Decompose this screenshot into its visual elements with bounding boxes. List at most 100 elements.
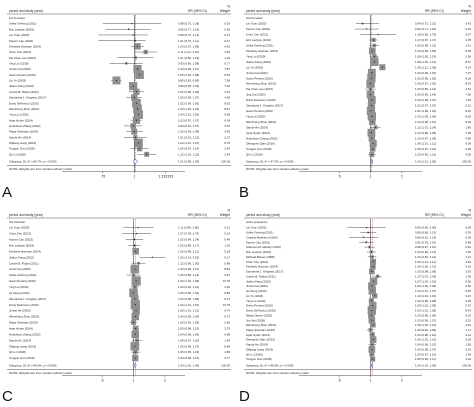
study-weight: 10.79 bbox=[223, 303, 231, 307]
study-point bbox=[115, 79, 118, 81]
study-label: Wenzheng Zhou (2022) bbox=[246, 120, 276, 124]
study-label: Kaoxin Cao (2022) bbox=[246, 27, 270, 31]
study-point bbox=[371, 348, 373, 350]
study-weight: 1.41 bbox=[465, 44, 471, 48]
study-rr-ci: 1.07 (0.97, 1.17) bbox=[415, 38, 436, 42]
study-label: Paige Sheridan (2019) bbox=[9, 321, 38, 325]
study-weight: 3.23 bbox=[465, 294, 471, 298]
study-rr-ci: 1.12 (1.01, 1.24) bbox=[415, 125, 436, 129]
study-point bbox=[131, 23, 133, 25]
study-label: Samantha L. Kingsley (2017) bbox=[9, 297, 46, 301]
study-rr-ci: 1.03 (0.99, 1.07) bbox=[415, 347, 436, 351]
study-rr-ci: 1.00 (0.92, 1.09) bbox=[178, 321, 199, 325]
study-point bbox=[372, 304, 374, 307]
header-weight: Weight bbox=[220, 213, 230, 217]
study-weight: 2.69 bbox=[465, 352, 471, 356]
study-row: Ying Liu (2022) 1.04 (1.01, 1.06) 9.08 bbox=[9, 110, 230, 119]
study-label: Ayaz Hyder (2014) bbox=[9, 118, 33, 122]
study-row: Eric Lavigne (2016) 0.95 (0.77, 1.16) 0.38 bbox=[9, 27, 230, 31]
study-rr-ci: 1.05 (0.97, 1.14) bbox=[178, 147, 199, 151]
study-row: Jiakun Fang (2022) 1.07 (1.04, 1.10) 6.56 bbox=[246, 277, 471, 285]
study-point bbox=[132, 34, 134, 36]
study-label: Ayaz Hyder (2014) bbox=[246, 333, 270, 337]
study-row: Carole B. Rudra (2011) 1.12 (0.96, 1.30) 0… bbox=[9, 261, 230, 265]
study-weight: 2.20 bbox=[224, 50, 230, 54]
pooled-weight: 100.00 bbox=[462, 160, 471, 164]
study-weight: 7.58 bbox=[224, 79, 230, 83]
study-point bbox=[134, 316, 136, 318]
study-point bbox=[135, 351, 137, 353]
weights-note: NOTE: Weights are from random-effects mo… bbox=[246, 371, 309, 375]
study-weight: 3.05 bbox=[465, 299, 471, 303]
study-point bbox=[372, 143, 374, 145]
study-weight: 3.04 bbox=[465, 357, 471, 361]
study-weight: 8.92 bbox=[224, 101, 230, 105]
study-row: Carole B. Rudra (2011) 1.02 (0.95, 1.09) 4… bbox=[9, 88, 230, 95]
study-weight: 3.93 bbox=[465, 270, 471, 274]
study-label: Carole B. Rudra (2011) bbox=[246, 274, 276, 278]
study-point bbox=[138, 142, 140, 144]
study-weight: 0.06 bbox=[465, 226, 471, 230]
study-row: Kimberly Hannam (2014) 1.03 (0.97, 1.09) 4… bbox=[9, 43, 230, 50]
study-point bbox=[369, 88, 372, 90]
study-weight: 0.38 bbox=[224, 27, 230, 31]
study-label: Sande He (2014) bbox=[246, 343, 268, 347]
study-point bbox=[372, 266, 374, 268]
study-label: Jinwei He (2020) bbox=[9, 309, 31, 313]
study-rr-ci: 0.98 (0.75, 1.28) bbox=[178, 22, 199, 26]
study-label: Qin Li (2018) bbox=[9, 152, 26, 156]
study-weight: 0.48 bbox=[465, 240, 471, 244]
study-row: Lei Yuan (2020) 1.11 (0.80, 1.56) 0.12 bbox=[9, 226, 230, 230]
study-point bbox=[370, 132, 372, 134]
study-rr-ci: 1.03 (0.99, 1.07) bbox=[415, 318, 436, 322]
study-row: Wenzheng Zhou (2022) 1.04 (0.98, 1.10) 5.0… bbox=[246, 118, 471, 126]
study-weight: 6.09 bbox=[465, 142, 471, 146]
study-row: Kimberly Hannam (2014) 1.04 (0.98, 1.09) 5… bbox=[246, 47, 471, 55]
study-weight: 0.47 bbox=[224, 39, 230, 43]
study-rr-ci: 1.18 (0.80, 1.75) bbox=[415, 33, 436, 37]
study-rr-ci: 1.03 (0.98, 1.08) bbox=[178, 297, 199, 301]
study-weight: 2.93 bbox=[224, 152, 230, 156]
study-rr-ci: 1.00 (0.89, 1.12) bbox=[415, 87, 436, 91]
study-rr-ci: 1.04 (0.99, 1.09) bbox=[178, 315, 199, 319]
study-point bbox=[136, 339, 138, 341]
study-row: Ayaz Hyder (2014) 1.04 (0.98, 1.10) 3.14 bbox=[246, 332, 471, 338]
header-percent: % bbox=[468, 5, 471, 9]
study-rr-ci: 1.02 (0.84, 1.24) bbox=[178, 238, 199, 242]
study-point bbox=[371, 285, 373, 287]
study-row: Tongjun Guo (2018) 1.05 (0.97, 1.13) 3.38 bbox=[246, 146, 471, 152]
study-point bbox=[370, 104, 372, 106]
study-rr-ci: 1.03 (0.94, 1.13) bbox=[178, 285, 199, 289]
study-row: Jiakun Fang (2022) 1.52 (1.14, 2.03) 0.17 bbox=[9, 255, 230, 259]
study-point bbox=[371, 137, 373, 139]
study-rr-ci: 1.00 (0.93, 1.07) bbox=[178, 96, 199, 100]
study-weight: 6.56 bbox=[465, 279, 471, 283]
study-rr-ci: 1.06 (1.03, 1.09) bbox=[178, 279, 199, 283]
study-row: Sande He (2014) 1.08 (0.97, 1.20) 1.69 bbox=[9, 338, 230, 342]
study-weight: 8.89 bbox=[224, 344, 230, 348]
study-weight: 0.86 bbox=[224, 261, 230, 265]
study-rr-ci: 1.04 (0.99, 1.09) bbox=[178, 332, 199, 336]
study-row: Paige Sheridan (2019) 1.00 (0.92, 1.09) 1.… bbox=[246, 328, 471, 332]
study-weight: 2.36 bbox=[465, 54, 471, 58]
study-rr-ci: 1.05 (0.99, 1.11) bbox=[178, 249, 199, 253]
study-weight: 5.18 bbox=[465, 338, 471, 342]
study-label: Ying Liu (2019) bbox=[9, 61, 29, 65]
study-weight: 7.05 bbox=[465, 93, 471, 97]
study-rr-ci: 1.04 (1.01, 1.07) bbox=[178, 303, 199, 307]
study-row: Zhijiang Liang (2019) 1.03 (0.99, 1.07) 8.… bbox=[9, 341, 230, 351]
study-row: Zhijiang Liang (2019) 1.04 (1.01, 1.07) 8.… bbox=[9, 138, 230, 148]
study-row: Eric Lavigne (2016) 1.07 (0.97, 1.17) 2.05 bbox=[246, 37, 471, 42]
study-point bbox=[134, 357, 136, 359]
pooled-weight: 100.00 bbox=[221, 160, 230, 164]
study-point bbox=[145, 51, 147, 53]
study-rr-ci: 1.04 (0.94, 1.14) bbox=[415, 255, 436, 259]
study-weight: 0.16 bbox=[224, 22, 230, 26]
study-weight: 4.96 bbox=[465, 136, 471, 140]
study-label: Jinzai Cai (2020) bbox=[246, 284, 268, 288]
study-rr-ci: 0.99 (0.72, 1.13) bbox=[178, 33, 199, 37]
study-point bbox=[381, 66, 383, 68]
study-row: Qin Li (2018) 1.03 (0.95, 1.12) 3.05 bbox=[246, 152, 471, 158]
study-rr-ci: 1.01 (0.91, 1.12) bbox=[178, 135, 199, 139]
pooled-diamond bbox=[132, 158, 138, 165]
